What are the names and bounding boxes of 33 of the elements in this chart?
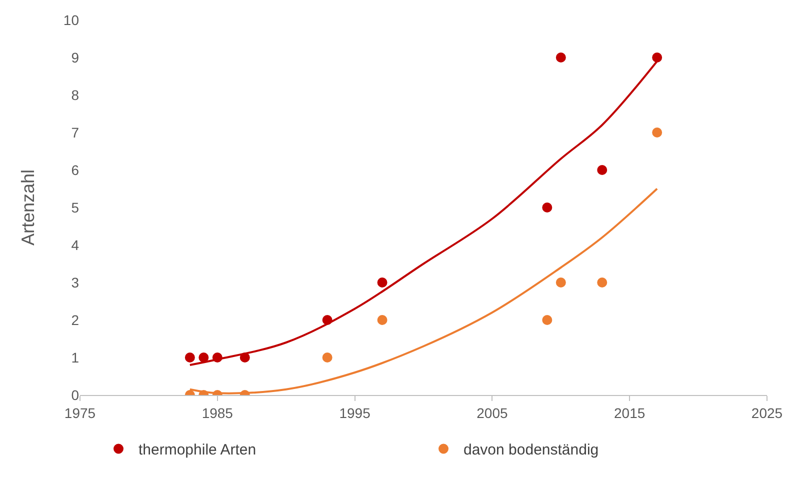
point (198, 352, 209, 362)
y-axis-title: Artenzahl (18, 169, 38, 246)
y-tick-label: 1 (71, 349, 80, 366)
y-tick-label: 10 (63, 12, 80, 28)
point (597, 165, 608, 175)
point (556, 52, 566, 62)
y-tick-label: 2 (71, 312, 80, 328)
point (542, 202, 552, 212)
y-tick-label: 6 (71, 162, 80, 178)
x-tick-label: 2015 (614, 404, 646, 421)
y-tick-label: 9 (71, 49, 80, 66)
y-tick-label: 4 (71, 236, 80, 253)
point (597, 278, 608, 288)
point (542, 315, 552, 325)
point (322, 352, 332, 362)
point (377, 315, 388, 325)
legend-label: davon bodenständig (464, 442, 599, 459)
point (556, 278, 566, 288)
x-tick-label: 2005 (476, 404, 508, 421)
y-tick-label: 7 (71, 124, 80, 140)
x-tick-label: 1995 (339, 404, 371, 421)
point (377, 278, 388, 288)
y-tick-label: 0 (71, 386, 80, 403)
x-tick-label: 2025 (751, 404, 783, 421)
x-tick-label: 1985 (202, 404, 234, 421)
point (184, 352, 195, 362)
point (652, 52, 662, 62)
point (652, 128, 662, 138)
y-tick-label: 5 (71, 199, 80, 216)
y-tick-label: 8 (71, 86, 80, 103)
y-tick-label: 3 (71, 274, 80, 290)
x-tick-label: 1975 (64, 404, 96, 421)
legend-label: thermophile Arten (138, 442, 256, 459)
